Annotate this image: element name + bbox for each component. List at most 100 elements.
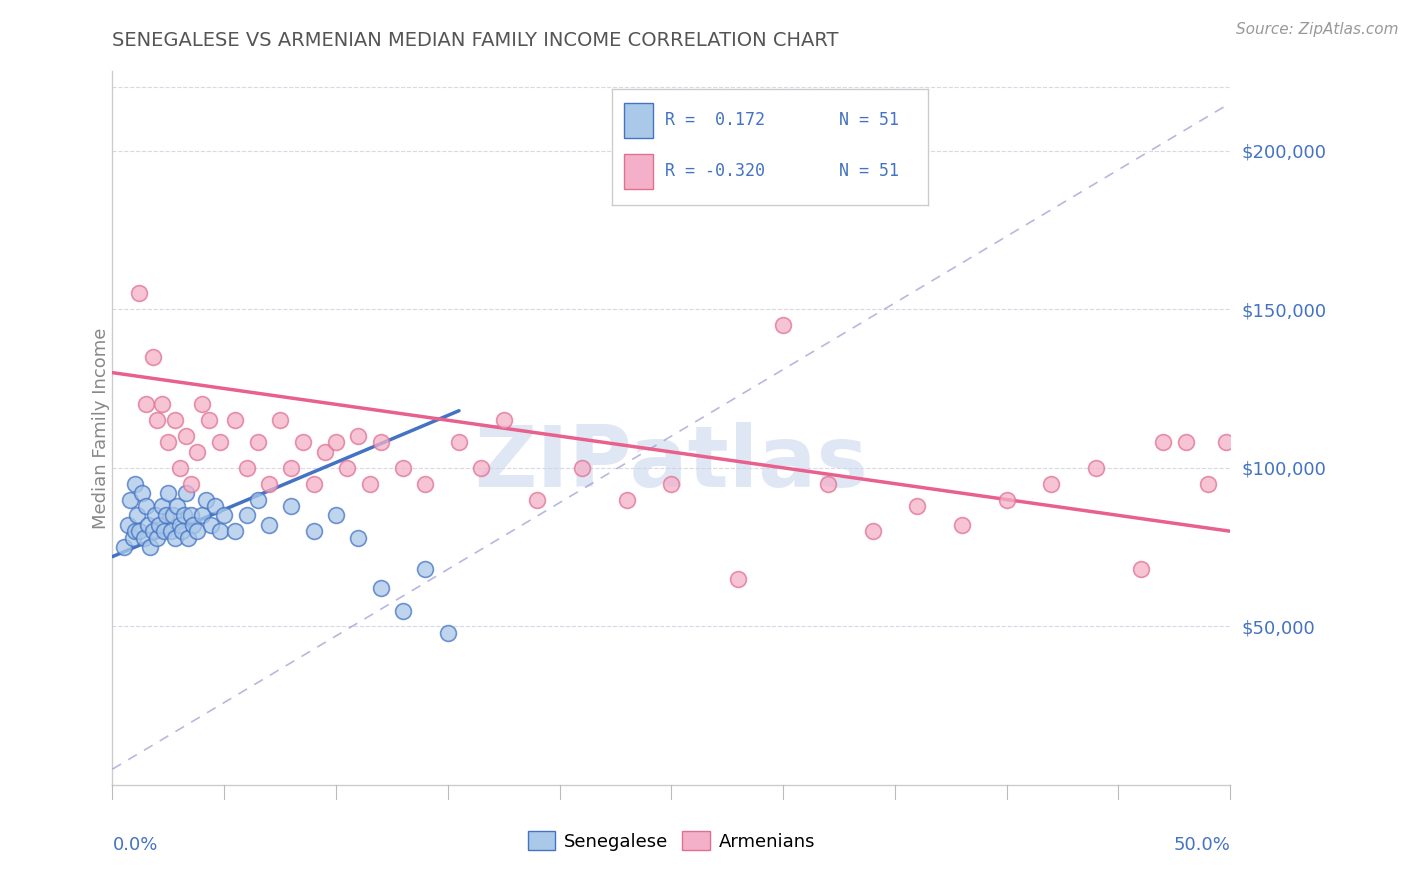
Point [121, 531, 143, 545]
Point [470, 460, 492, 475]
Point [447, 435, 470, 450]
Point [177, 531, 200, 545]
Point [120, 492, 142, 507]
Point [146, 413, 169, 427]
Point [195, 492, 218, 507]
Point [370, 582, 392, 596]
Point [246, 492, 269, 507]
Point [148, 517, 170, 532]
Point [257, 517, 280, 532]
Point [314, 445, 336, 459]
Point [173, 508, 195, 523]
Point [162, 508, 184, 523]
Point [208, 524, 231, 539]
Point [571, 460, 593, 475]
Point [150, 499, 173, 513]
Point [139, 540, 162, 554]
Point [142, 524, 165, 539]
Point [180, 508, 202, 523]
Point [169, 517, 191, 532]
Point [128, 286, 150, 301]
Point [135, 499, 157, 513]
Text: ZIPatlas: ZIPatlas [474, 422, 869, 506]
Point [392, 603, 415, 617]
Point [246, 435, 269, 450]
Point [280, 460, 302, 475]
Point [370, 435, 392, 450]
Text: R = -0.320: R = -0.320 [665, 162, 765, 180]
Point [347, 429, 370, 443]
Point [224, 524, 246, 539]
Text: R =  0.172: R = 0.172 [665, 111, 765, 129]
Point [359, 476, 381, 491]
Point [950, 517, 973, 532]
Point [174, 429, 197, 443]
Point [415, 562, 437, 576]
Point [135, 397, 157, 411]
Point [174, 486, 197, 500]
Point [257, 476, 280, 491]
Point [436, 625, 458, 640]
Point [1197, 476, 1219, 491]
Point [159, 524, 181, 539]
Point [224, 413, 246, 427]
Point [157, 486, 180, 500]
Text: N = 51: N = 51 [839, 162, 900, 180]
Point [862, 524, 884, 539]
Point [392, 460, 415, 475]
Point [208, 435, 231, 450]
Point [280, 499, 302, 513]
Point [180, 476, 202, 491]
Point [186, 445, 208, 459]
Point [905, 499, 928, 513]
Point [995, 492, 1018, 507]
Point [170, 524, 193, 539]
Point [1129, 562, 1152, 576]
Point [526, 492, 548, 507]
Legend: Senegalese, Armenians: Senegalese, Armenians [520, 824, 823, 858]
Point [191, 397, 214, 411]
Text: N = 51: N = 51 [839, 111, 900, 129]
Point [197, 413, 219, 427]
Point [492, 413, 515, 427]
Point [269, 413, 291, 427]
Point [204, 499, 226, 513]
Point [214, 508, 236, 523]
Point [157, 435, 180, 450]
Point [661, 476, 683, 491]
Point [415, 476, 437, 491]
Point [302, 524, 325, 539]
Bar [624, 154, 652, 189]
Point [150, 397, 173, 411]
Point [166, 499, 188, 513]
Point [131, 486, 153, 500]
Point [146, 531, 169, 545]
Point [191, 508, 214, 523]
Point [181, 517, 204, 532]
Point [291, 435, 314, 450]
Point [235, 460, 257, 475]
Point [142, 350, 165, 364]
Point [186, 524, 208, 539]
Point [169, 460, 191, 475]
Text: 50.0%: 50.0% [1174, 837, 1230, 855]
Point [165, 531, 187, 545]
Point [132, 531, 155, 545]
Point [325, 435, 347, 450]
Point [125, 508, 148, 523]
Point [165, 413, 187, 427]
Point [616, 492, 638, 507]
Point [347, 531, 370, 545]
Point [1215, 435, 1237, 450]
Y-axis label: Median Family Income: Median Family Income [93, 327, 110, 529]
Point [128, 524, 150, 539]
Point [336, 460, 359, 475]
Point [143, 508, 166, 523]
Point [117, 517, 139, 532]
Point [112, 540, 135, 554]
Point [1040, 476, 1063, 491]
Point [1152, 435, 1174, 450]
Text: Source: ZipAtlas.com: Source: ZipAtlas.com [1236, 22, 1399, 37]
Point [1085, 460, 1108, 475]
Point [153, 524, 176, 539]
